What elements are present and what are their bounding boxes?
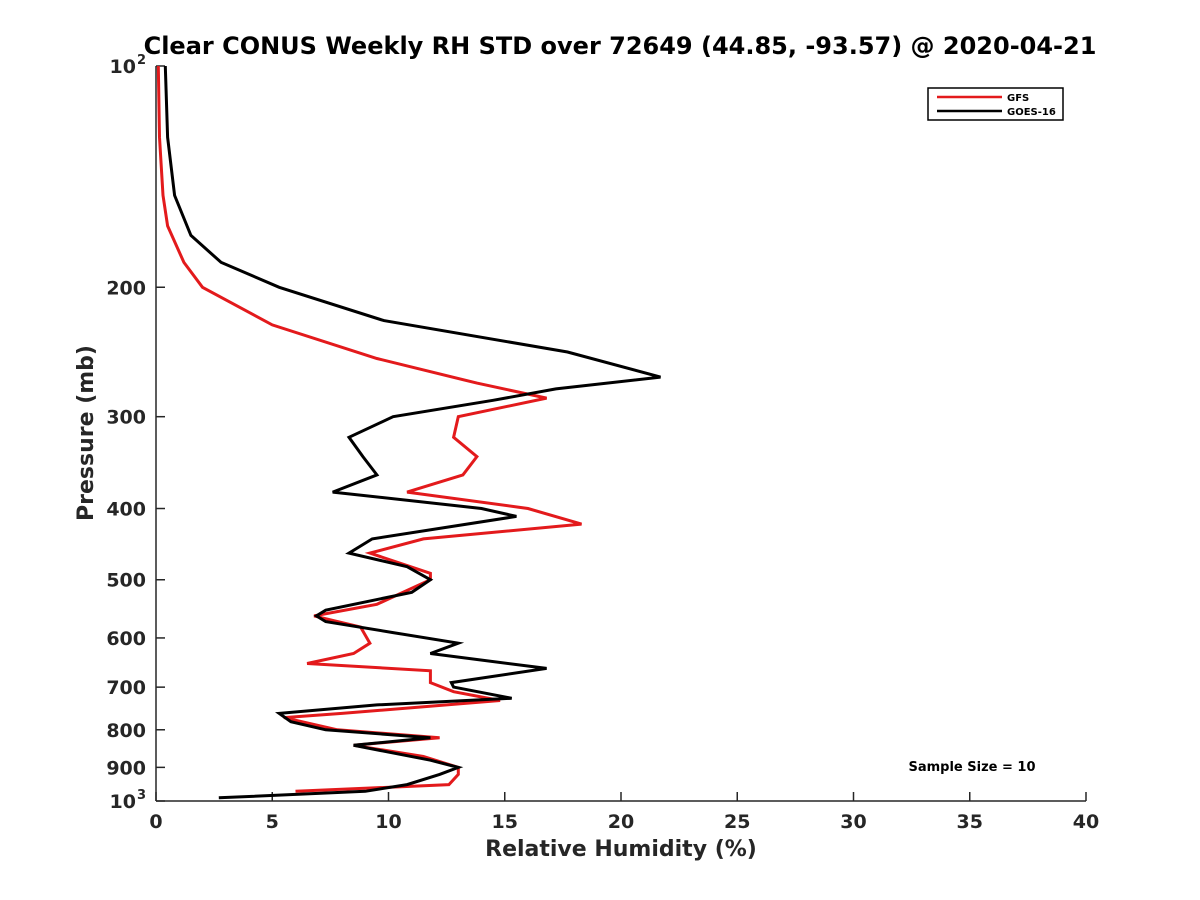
y-tick-label: 700: [106, 677, 146, 699]
data-series: [156, 65, 661, 800]
y-tick-label: 900: [106, 757, 146, 779]
x-tick-label: 25: [724, 811, 750, 833]
y-tick-label-text: 300: [106, 407, 146, 429]
y-tick-label: 600: [106, 628, 146, 650]
y-tick-label-exponent: 3: [137, 788, 146, 803]
y-tick-label: 800: [106, 720, 146, 742]
series-line-goes16: [163, 65, 661, 800]
y-tick-label-text: 900: [106, 757, 146, 779]
x-tick-label: 35: [957, 811, 983, 833]
y-tick-label: 200: [106, 277, 146, 299]
x-tick-label: 20: [608, 811, 634, 833]
x-tick-label: 10: [375, 811, 401, 833]
chart-title: Clear CONUS Weekly RH STD over 72649 (44…: [144, 32, 1097, 60]
y-tick-label: 400: [106, 499, 146, 521]
y-tick-label-text: 500: [106, 570, 146, 592]
legend-entry-goes16: GOES-16: [1007, 107, 1056, 118]
y-tick-label: 10 3: [110, 788, 147, 813]
y-tick-label-text: 800: [106, 720, 146, 742]
y-tick-label-text: 10: [110, 56, 136, 78]
plot-area: [156, 66, 1086, 801]
y-tick-label-text: 200: [106, 277, 146, 299]
legend-entry-gfs: GFS: [1007, 93, 1029, 104]
y-tick-label: 500: [106, 570, 146, 592]
y-tick-label-text: 600: [106, 628, 146, 650]
x-tick-label: 40: [1073, 811, 1099, 833]
x-tick-label: 5: [266, 811, 279, 833]
y-tick-label: 300: [106, 407, 146, 429]
x-tick-label: 15: [492, 811, 518, 833]
y-tick-label-exponent: 2: [137, 53, 146, 68]
y-tick-label-text: 10: [110, 791, 136, 813]
legend: GFS GOES-16: [927, 87, 1064, 121]
x-axis-label: Relative Humidity (%): [485, 837, 757, 862]
legend-box: [927, 87, 1064, 121]
sample-size-annotation: Sample Size = 10: [908, 760, 1035, 775]
y-tick-label-text: 400: [106, 499, 146, 521]
y-tick-label: 10 2: [110, 53, 147, 78]
x-tick-label: 30: [840, 811, 866, 833]
y-tick-label-text: 700: [106, 677, 146, 699]
x-tick-label: 0: [149, 811, 162, 833]
y-axis-label: Pressure (mb): [74, 345, 99, 521]
